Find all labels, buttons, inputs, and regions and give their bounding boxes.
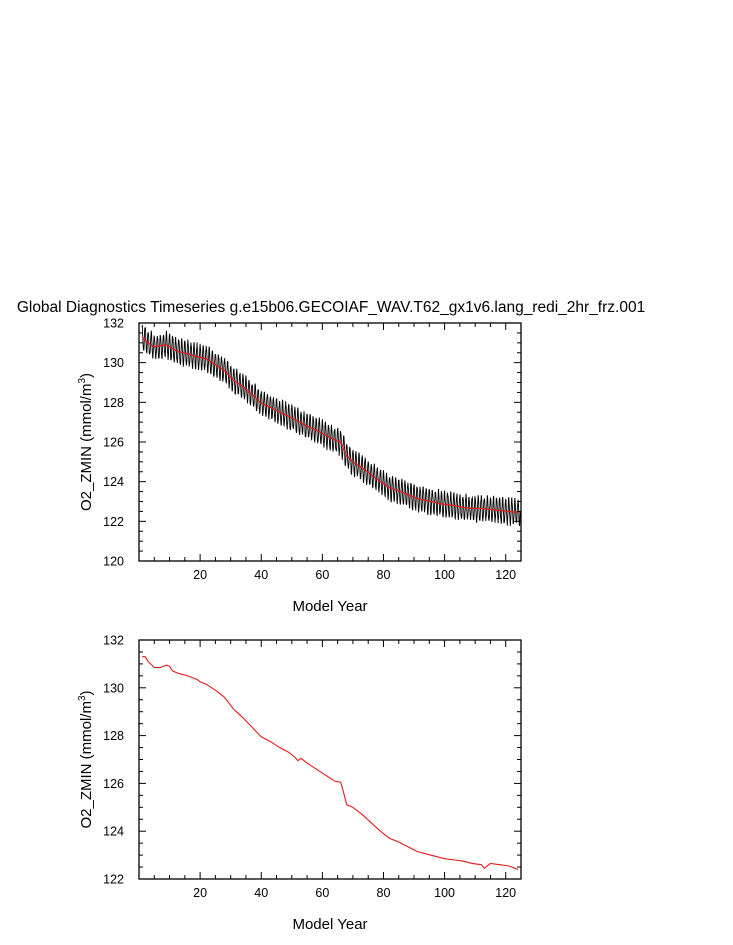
x-tick-label: 100 bbox=[434, 568, 455, 582]
monthly-line-0 bbox=[141, 324, 521, 526]
x-tick-label: 80 bbox=[377, 886, 391, 900]
y-tick-label: 120 bbox=[103, 555, 124, 569]
y-axis-label-superscript: 3 bbox=[77, 378, 88, 384]
y-tick-label: 128 bbox=[103, 396, 124, 410]
y-axis-label: O2_ZMIN (mmol/m3) bbox=[77, 690, 95, 828]
x-tick-label: 60 bbox=[315, 886, 329, 900]
x-tick-label: 40 bbox=[254, 568, 268, 582]
y-axis-label-tail: ) bbox=[78, 690, 95, 695]
top-panel: 20 40 60 80 100 120 120 122 124 126 128 130 132 Model… bbox=[77, 317, 522, 615]
y-tick-label: 132 bbox=[103, 634, 124, 648]
y-tick-label: 126 bbox=[103, 777, 124, 791]
y-axis-label-superscript: 3 bbox=[77, 695, 88, 701]
x-tick-label: 40 bbox=[254, 886, 268, 900]
y-tick-label: 122 bbox=[103, 873, 124, 887]
y-tick-label: 132 bbox=[103, 317, 124, 331]
y-tick-label: 124 bbox=[103, 825, 124, 839]
x-tick-label: 120 bbox=[495, 568, 516, 582]
x-tick-label: 100 bbox=[434, 886, 455, 900]
figure-title: Global Diagnostics Timeseries g.e15b06.G… bbox=[17, 299, 645, 316]
y-axis-label-tail: ) bbox=[78, 373, 95, 378]
y-tick-label: 130 bbox=[103, 356, 124, 370]
x-axis-label: Model Year bbox=[292, 916, 367, 933]
bottom-panel: 20 40 60 80 100 120 122 124 126 128 130 132 Model Ye… bbox=[77, 634, 522, 933]
annual-mean-line-1 bbox=[142, 656, 519, 870]
y-tick-label: 122 bbox=[103, 515, 124, 529]
y-axis-label-main: O2_ZMIN (mmol/m bbox=[78, 701, 95, 829]
plot-frame-1 bbox=[138, 639, 522, 880]
y-tick-label: 126 bbox=[103, 436, 124, 450]
x-tick-label: 20 bbox=[193, 568, 207, 582]
y-tick-label: 130 bbox=[103, 681, 124, 695]
annual-mean-overlay-0 bbox=[141, 336, 518, 513]
y-axis-label-main: O2_ZMIN (mmol/m bbox=[78, 384, 95, 512]
x-tick-label: 20 bbox=[193, 886, 207, 900]
x-axis-label: Model Year bbox=[292, 598, 367, 615]
x-tick-label: 120 bbox=[495, 886, 516, 900]
x-tick-label: 60 bbox=[315, 568, 329, 582]
y-tick-label: 124 bbox=[103, 475, 124, 489]
y-tick-label: 128 bbox=[103, 729, 124, 743]
x-tick-label: 80 bbox=[377, 568, 391, 582]
y-axis-label: O2_ZMIN (mmol/m3) bbox=[77, 373, 95, 511]
